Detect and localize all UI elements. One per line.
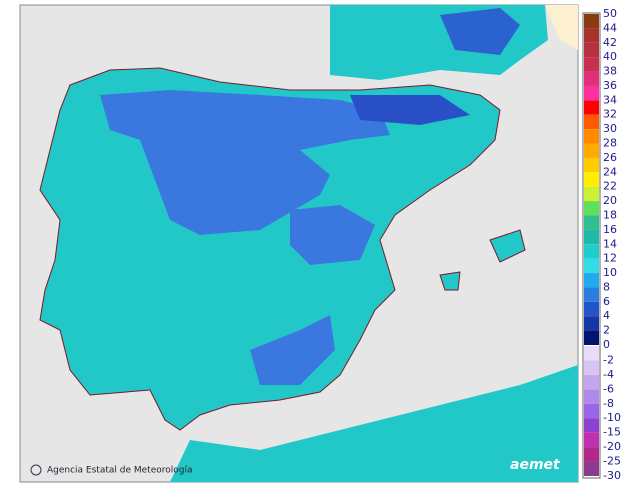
legend-swatch xyxy=(584,129,599,144)
islands xyxy=(439,229,526,291)
legend-label: 8 xyxy=(603,280,610,293)
legend-swatch xyxy=(584,258,599,274)
cold-area xyxy=(350,95,470,125)
africa-area xyxy=(170,365,578,482)
legend-label: 28 xyxy=(603,137,617,150)
legend-swatch xyxy=(584,85,599,101)
legend-label: 6 xyxy=(603,295,610,308)
legend-swatch xyxy=(584,374,599,390)
legend-label: 34 xyxy=(603,93,617,106)
legend-swatch xyxy=(584,157,599,173)
logo-icon xyxy=(30,464,42,476)
legend-swatch xyxy=(584,201,599,216)
legend-swatch xyxy=(584,418,599,433)
legend-swatch xyxy=(584,42,599,58)
legend-label: -10 xyxy=(603,411,621,424)
legend-swatch xyxy=(584,461,599,476)
logo-text: aemet xyxy=(510,457,561,473)
credit: Agencia Estatal de Meteorología xyxy=(47,466,193,476)
legend-label: 14 xyxy=(603,237,617,250)
legend-label: 40 xyxy=(603,50,617,63)
legend-label: 0 xyxy=(603,338,610,351)
legend-swatch xyxy=(584,14,599,29)
legend-label: 2 xyxy=(603,324,610,337)
legend-label: -2 xyxy=(603,353,614,366)
legend-swatch xyxy=(584,346,599,361)
legend-label: 32 xyxy=(603,108,617,121)
legend-swatch xyxy=(584,447,599,462)
legend-label: 26 xyxy=(603,151,617,164)
cold-area xyxy=(290,205,375,265)
legend-swatch xyxy=(584,244,599,259)
legend-swatch xyxy=(584,403,599,419)
legend-label: 12 xyxy=(603,252,617,265)
legend-swatch xyxy=(584,143,599,158)
legend-swatch xyxy=(584,316,599,331)
legend-label: -15 xyxy=(603,426,621,439)
legend-swatch xyxy=(584,186,599,202)
legend-label: 22 xyxy=(603,180,617,193)
legend-label: 24 xyxy=(603,165,617,178)
legend-label: 36 xyxy=(603,79,617,92)
legend-label: -20 xyxy=(603,440,621,453)
legend-swatch xyxy=(584,301,599,317)
legend-swatch xyxy=(584,28,599,43)
legend-label: -30 xyxy=(603,469,621,482)
land-outside xyxy=(545,5,578,50)
legend-swatch xyxy=(584,360,599,375)
legend-label: 18 xyxy=(603,208,617,221)
legend-swatch xyxy=(584,114,599,130)
legend-label: 50 xyxy=(603,7,617,20)
legend-label: 4 xyxy=(603,309,610,322)
legend-label: 38 xyxy=(603,65,617,78)
legend-swatch xyxy=(584,215,599,230)
legend-label: -4 xyxy=(603,368,614,381)
legend-label: 16 xyxy=(603,223,617,236)
legend-label: 20 xyxy=(603,194,617,207)
legend-swatch xyxy=(584,389,599,404)
legend-swatch xyxy=(584,100,599,115)
legend-swatch xyxy=(584,172,599,187)
legend-swatch xyxy=(584,57,599,72)
cold-area xyxy=(250,315,335,385)
legend-label: 42 xyxy=(603,36,617,49)
legend-swatch xyxy=(584,273,599,288)
legend-label: -8 xyxy=(603,397,614,410)
legend-swatch xyxy=(584,71,599,86)
cold-area xyxy=(440,8,520,55)
legend-swatch xyxy=(584,229,599,245)
legend-label: -25 xyxy=(603,455,621,468)
legend-label: 30 xyxy=(603,122,617,135)
legend-swatch xyxy=(584,330,599,345)
cold-area xyxy=(100,90,390,235)
legend-label: -6 xyxy=(603,382,614,395)
legend-swatch xyxy=(584,287,599,302)
legend-label: 44 xyxy=(603,21,617,34)
legend-label: 10 xyxy=(603,266,617,279)
legend-swatch xyxy=(584,432,599,448)
legend-frame xyxy=(582,12,601,479)
